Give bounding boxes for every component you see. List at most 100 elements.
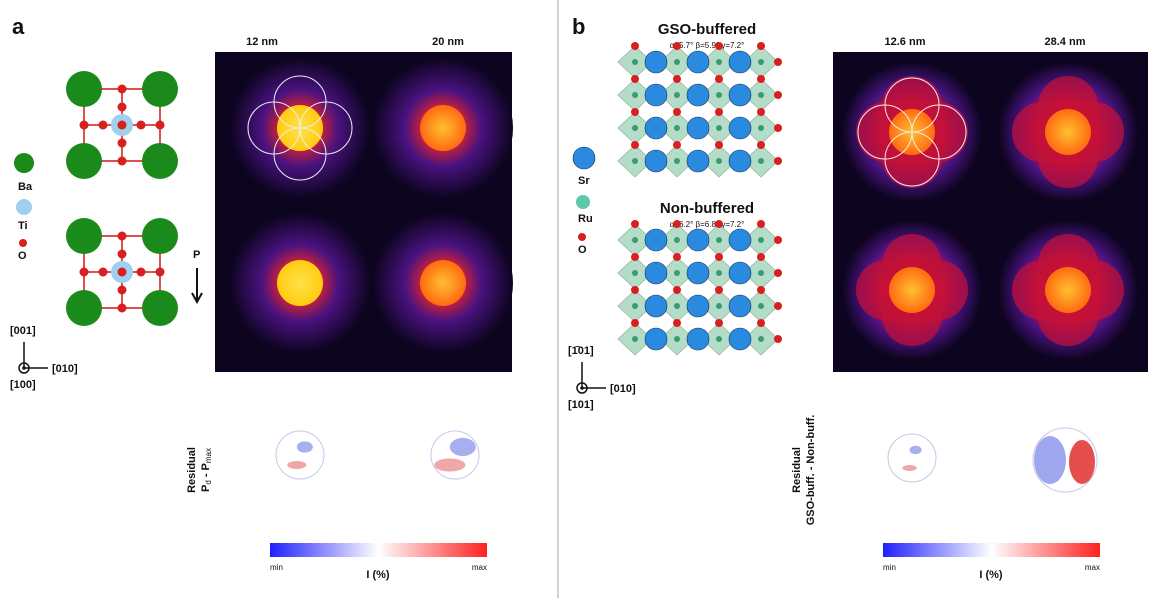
sr-atom — [645, 295, 667, 317]
o-atom — [774, 58, 782, 66]
legend-label: Sr — [578, 175, 590, 187]
o-atom — [118, 121, 127, 130]
legend-icon — [578, 233, 586, 241]
ru-atom — [758, 59, 764, 65]
residual-title: Residual — [186, 447, 198, 493]
o-atom — [757, 108, 765, 116]
formula-part: P — [200, 485, 212, 492]
sr-atom — [729, 51, 751, 73]
legend-icon — [576, 195, 590, 209]
o-atom — [673, 42, 681, 50]
legend-icon — [14, 153, 34, 173]
o-atom — [757, 75, 765, 83]
o-atom — [757, 42, 765, 50]
ru-atom — [674, 237, 680, 243]
polarization-arrow — [192, 268, 202, 302]
sr-atom — [645, 262, 667, 284]
residual-red — [1069, 440, 1095, 484]
o-atom — [715, 108, 723, 116]
ba-atom — [142, 71, 178, 107]
o-atom — [774, 236, 782, 244]
o-atom — [673, 141, 681, 149]
residual-blue — [1034, 436, 1066, 484]
ru-atom — [674, 270, 680, 276]
sr-atom — [687, 51, 709, 73]
o-atom — [673, 220, 681, 228]
o-atom — [80, 121, 89, 130]
column-label: 12 nm — [246, 36, 278, 48]
residual-title: Residual — [791, 447, 803, 493]
sr-atom — [687, 150, 709, 172]
o-atom — [715, 75, 723, 83]
o-atom — [673, 286, 681, 294]
sr-atom — [645, 150, 667, 172]
o-atom — [118, 157, 127, 166]
ru-atom — [716, 303, 722, 309]
o-atom — [118, 139, 127, 148]
o-atom — [774, 124, 782, 132]
sr-atom — [645, 84, 667, 106]
structure-name: GSO-buffered — [658, 21, 756, 38]
o-atom — [118, 304, 127, 313]
sr-atom — [645, 328, 667, 350]
ru-atom — [674, 125, 680, 131]
ru-atom — [632, 158, 638, 164]
ru-atom — [632, 270, 638, 276]
residual-ring — [431, 431, 479, 479]
ba-atom — [66, 143, 102, 179]
ru-atom — [758, 158, 764, 164]
central-spot — [420, 260, 466, 306]
legend-label: O — [578, 244, 587, 256]
o-atom — [156, 121, 165, 130]
sr-atom — [645, 51, 667, 73]
o-atom — [118, 250, 127, 259]
o-atom — [137, 121, 146, 130]
residual-subtitle: GSO-buff. - Non-buff. — [805, 415, 817, 526]
o-atom — [774, 302, 782, 310]
o-atom — [774, 91, 782, 99]
o-atom — [631, 286, 639, 294]
o-atom — [118, 286, 127, 295]
axis-label: [100] — [10, 379, 36, 391]
legend-label: Ru — [578, 213, 593, 225]
o-atom — [757, 286, 765, 294]
o-atom — [673, 253, 681, 261]
legend-icon — [16, 199, 32, 215]
o-atom — [156, 268, 165, 277]
ru-atom — [632, 303, 638, 309]
o-atom — [118, 103, 127, 112]
residual-ring — [276, 431, 324, 479]
panel-label: b — [572, 14, 585, 39]
ru-atom — [632, 237, 638, 243]
ru-atom — [716, 125, 722, 131]
ba-atom — [142, 290, 178, 326]
o-atom — [118, 268, 127, 277]
residual-ring — [888, 434, 936, 482]
o-atom — [99, 268, 108, 277]
o-atom — [757, 141, 765, 149]
ru-atom — [716, 158, 722, 164]
o-atom — [673, 319, 681, 327]
o-atom — [80, 268, 89, 277]
o-atom — [631, 220, 639, 228]
ru-atom — [716, 59, 722, 65]
figure: a 12 nm 20 nm Ba Ti O P [001] [010] [100… — [0, 0, 1160, 598]
ba-atom — [142, 218, 178, 254]
ba-atom — [66, 71, 102, 107]
residual-red — [287, 461, 306, 469]
o-atom — [715, 220, 723, 228]
ru-atom — [674, 336, 680, 342]
o-atom — [715, 141, 723, 149]
colorbar-max: max — [1085, 563, 1100, 572]
o-atom — [715, 42, 723, 50]
colorbar-label: I (%) — [979, 569, 1003, 581]
legend-label: Ba — [18, 181, 33, 193]
central-spot — [420, 105, 466, 151]
ru-atom — [674, 59, 680, 65]
o-atom — [631, 108, 639, 116]
o-atom — [715, 286, 723, 294]
central-spot — [1045, 267, 1091, 313]
ru-atom — [716, 237, 722, 243]
sr-atom — [729, 295, 751, 317]
axis-label: [001] — [10, 325, 36, 337]
